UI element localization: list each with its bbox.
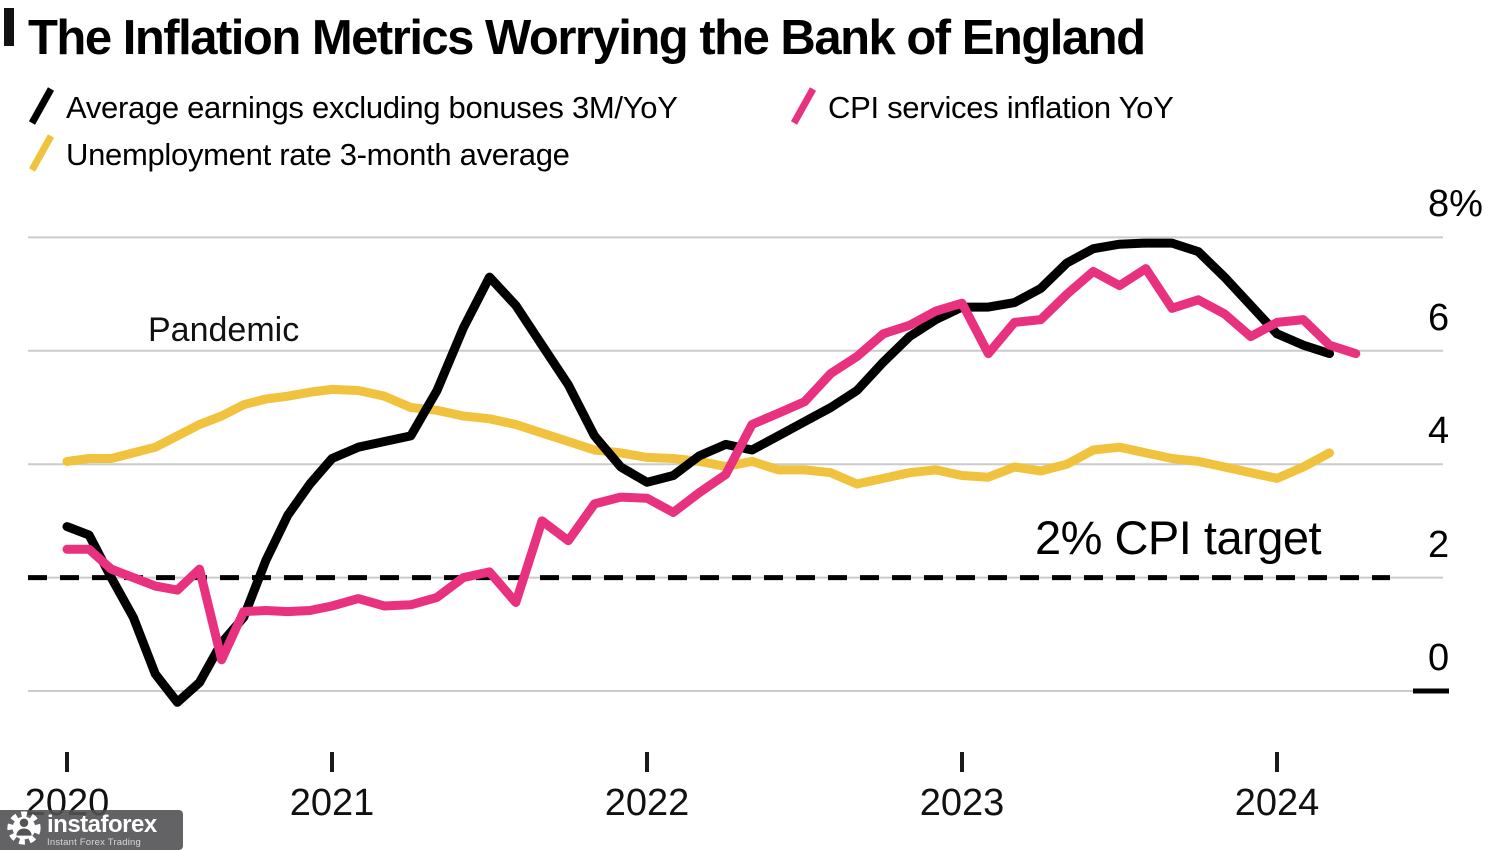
unemployment-line: [62, 384, 1334, 489]
legend-item-average-earnings: Average earnings excluding bonuses 3M/Yo…: [28, 85, 678, 131]
x-axis-label-2024: 2024: [1234, 782, 1320, 824]
watermark-badge: instaforex Instant Forex Trading: [0, 810, 183, 850]
cpi-target-annotation: 2% CPI target: [1035, 511, 1322, 564]
pink-slash-icon: [790, 84, 817, 133]
x-axis-label-2022: 2022: [604, 782, 690, 824]
y-axis-label-8: 8%: [1428, 183, 1483, 225]
yellow-slash-icon: [28, 131, 55, 180]
y-axis-label-6: 6: [1428, 297, 1450, 339]
y-axis-label-2: 2: [1428, 524, 1450, 566]
pandemic-annotation: Pandemic: [148, 311, 300, 349]
y-axis-label-0: 0: [1428, 637, 1450, 679]
x-axis-label-2021: 2021: [289, 782, 375, 824]
corner-artifact: [4, 8, 14, 46]
legend-label-unemployment: Unemployment rate 3-month average: [66, 137, 570, 172]
watermark-text: instaforex Instant Forex Trading: [47, 810, 157, 848]
legend-label-cpi-services: CPI services inflation YoY: [828, 90, 1174, 125]
chart-title: The Inflation Metrics Worrying the Bank …: [28, 11, 1146, 65]
legend-item-unemployment: Unemployment rate 3-month average: [28, 132, 570, 178]
legend-label-average-earnings: Average earnings excluding bonuses 3M/Yo…: [66, 90, 678, 125]
cpi-services-line: [62, 264, 1361, 665]
black-slash-icon: [28, 84, 55, 133]
legend-item-cpi-services: CPI services inflation YoY: [790, 84, 1174, 133]
watermark-brand: instaforex: [47, 810, 157, 838]
y-axis-label-4: 4: [1428, 410, 1450, 452]
instaforex-gear-logo-icon: [5, 809, 43, 850]
watermark-tagline: Instant Forex Trading: [47, 836, 141, 848]
avg-earnings-line: [62, 238, 1334, 707]
x-axis-label-2023: 2023: [919, 782, 1005, 824]
